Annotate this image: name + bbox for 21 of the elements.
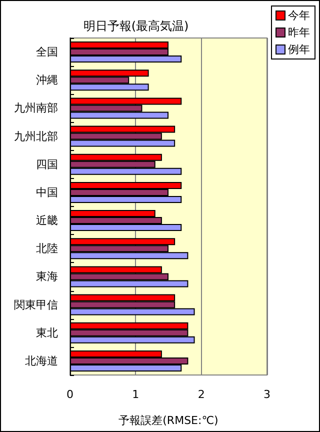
x-tick-label: 1 xyxy=(132,388,140,401)
y-tick-label: 東海 xyxy=(36,270,58,284)
y-tick-label: 九州南部 xyxy=(14,102,58,115)
y-tick-label: 九州北部 xyxy=(14,130,58,143)
legend-label: 昨年 xyxy=(288,26,310,39)
x-tick-label: 0 xyxy=(66,388,74,401)
y-tick-label: 近畿 xyxy=(36,214,58,228)
legend-label: 例年 xyxy=(288,43,310,56)
y-tick-label: 全国 xyxy=(36,46,58,59)
y-tick-label: 北陸 xyxy=(36,242,58,256)
y-tick-label: 関東甲信 xyxy=(14,298,58,312)
legend-label: 今年 xyxy=(288,9,310,22)
y-tick-label: 中国 xyxy=(36,186,58,199)
y-tick-label: 東北 xyxy=(36,326,58,340)
y-tick-label: 沖縄 xyxy=(36,74,58,87)
x-axis-title: 予報誤差(RMSE:℃) xyxy=(118,414,218,427)
x-tick-label: 3 xyxy=(264,388,270,401)
y-tick-label: 四国 xyxy=(36,158,58,171)
chart-title: 明日予報(最高気温) xyxy=(83,19,189,33)
x-tick-label: 2 xyxy=(198,388,205,401)
y-tick-label: 北海道 xyxy=(25,354,58,368)
